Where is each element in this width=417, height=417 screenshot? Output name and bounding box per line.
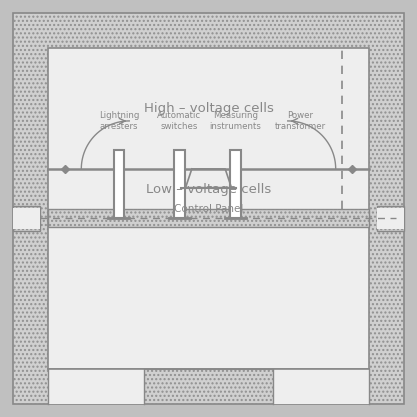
Text: Measuring
instruments: Measuring instruments — [210, 111, 261, 131]
Bar — [48, 208, 369, 227]
Bar — [13, 208, 40, 229]
Bar — [174, 150, 184, 218]
Bar — [13, 206, 40, 231]
Bar — [113, 150, 124, 218]
Text: Low – voltage cells: Low – voltage cells — [146, 183, 271, 196]
Bar — [377, 208, 404, 229]
Text: Control Panel: Control Panel — [174, 203, 243, 214]
Bar — [377, 206, 404, 231]
Text: High – voltage cells: High – voltage cells — [143, 102, 274, 115]
Bar — [273, 369, 369, 404]
Bar — [48, 369, 144, 404]
Text: Power
transformer: Power transformer — [275, 111, 326, 131]
Bar — [48, 48, 369, 369]
Bar — [230, 150, 241, 218]
Bar — [377, 206, 404, 231]
Text: Lightning
arresters: Lightning arresters — [99, 111, 139, 131]
Bar — [13, 206, 40, 231]
Text: Automatic
switches: Automatic switches — [157, 111, 201, 131]
Bar — [48, 208, 369, 227]
